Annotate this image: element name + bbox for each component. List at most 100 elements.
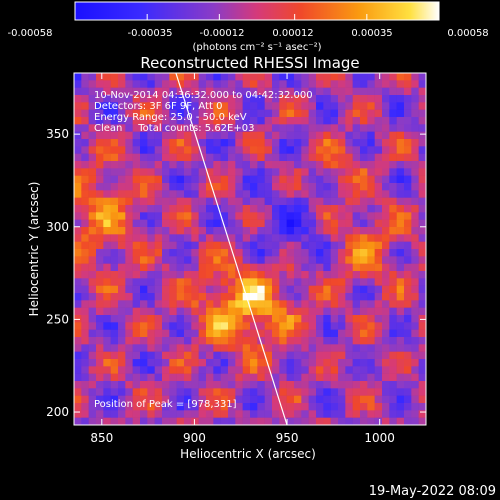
heatmap-cell xyxy=(140,80,148,88)
heatmap-cell xyxy=(169,366,177,374)
heatmap-cell xyxy=(176,271,185,279)
heatmap-cell xyxy=(360,373,368,382)
heatmap-cell xyxy=(360,344,368,352)
heatmap-cell xyxy=(140,322,148,330)
heatmap-cell xyxy=(330,95,339,103)
heatmap-cell xyxy=(198,117,207,125)
heatmap-cell xyxy=(162,146,170,154)
heatmap-cell xyxy=(411,80,419,88)
heatmap-cell xyxy=(396,271,405,279)
heatmap-cell xyxy=(96,168,104,176)
heatmap-cell xyxy=(338,256,346,264)
heatmap-cell xyxy=(286,219,295,228)
heatmap-cell xyxy=(286,183,295,191)
heatmap-cell xyxy=(272,410,280,418)
heatmap-cell xyxy=(191,73,199,81)
heatmap-cell xyxy=(352,307,361,316)
heatmap-cell xyxy=(169,102,177,110)
heatmap-cell xyxy=(118,139,126,147)
heatmap-cell xyxy=(140,131,148,140)
heatmap-cell xyxy=(301,197,309,206)
heatmap-cell xyxy=(125,80,133,88)
heatmap-cell xyxy=(88,388,97,396)
heatmap-cell xyxy=(367,131,375,140)
heatmap-cell xyxy=(228,117,236,125)
heatmap-cell xyxy=(389,366,397,374)
heatmap-cell xyxy=(110,161,119,169)
heatmap-cell xyxy=(88,263,97,272)
heatmap-cell xyxy=(374,344,383,352)
heatmap-cell xyxy=(103,227,111,235)
heatmap-cell xyxy=(418,300,426,308)
heatmap-cell xyxy=(213,212,221,220)
heatmap-cell xyxy=(235,263,243,272)
heatmap-cell xyxy=(169,381,177,389)
heatmap-cell xyxy=(74,256,82,264)
heatmap-cell xyxy=(418,263,426,272)
heatmap-cell xyxy=(418,249,426,257)
heatmap-cell xyxy=(301,278,309,286)
heatmap-cell xyxy=(176,183,185,191)
heatmap-cell xyxy=(301,373,309,382)
heatmap-cell xyxy=(140,381,148,389)
heatmap-cell xyxy=(125,219,133,228)
heatmap-cell xyxy=(404,87,412,96)
heatmap-cell xyxy=(169,307,177,316)
heatmap-cell xyxy=(389,124,397,132)
heatmap-cell xyxy=(242,381,251,389)
heatmap-cell xyxy=(191,205,199,213)
heatmap-cell xyxy=(308,95,317,103)
heatmap-cell xyxy=(132,300,141,308)
heatmap-cell xyxy=(286,351,295,360)
heatmap-cell xyxy=(374,381,383,389)
heatmap-cell xyxy=(316,366,324,374)
heatmap-cell xyxy=(272,300,280,308)
heatmap-cell xyxy=(352,117,361,125)
heatmap-cell xyxy=(360,285,368,294)
heatmap-cell xyxy=(308,278,317,286)
heatmap-cell xyxy=(330,102,339,110)
heatmap-cell xyxy=(81,271,89,279)
heatmap-cell xyxy=(169,344,177,352)
heatmap-cell xyxy=(81,307,89,316)
heatmap-cell xyxy=(374,175,383,184)
heatmap-cell xyxy=(96,403,104,411)
heatmap-cell xyxy=(88,139,97,147)
heatmap-cell xyxy=(242,227,251,235)
heatmap-cell xyxy=(316,139,324,147)
heatmap-cell xyxy=(88,205,97,213)
heatmap-cell xyxy=(316,293,324,301)
heatmap-cell xyxy=(213,256,221,264)
heatmap-cell xyxy=(264,102,273,110)
heatmap-cell xyxy=(382,403,390,411)
heatmap-cell xyxy=(184,329,192,338)
heatmap-cell xyxy=(323,117,331,125)
heatmap-cell xyxy=(74,124,82,132)
heatmap-cell xyxy=(338,381,346,389)
heatmap-cell xyxy=(96,234,104,242)
heatmap-cell xyxy=(162,234,170,242)
heatmap-cell xyxy=(316,205,324,213)
heatmap-cell xyxy=(88,278,97,286)
heatmap-cell xyxy=(147,285,155,294)
heatmap-cell xyxy=(352,344,361,352)
heatmap-cell xyxy=(118,190,126,198)
heatmap-cell xyxy=(360,197,368,206)
heatmap-cell xyxy=(118,131,126,140)
heatmap-cell xyxy=(176,373,185,382)
heatmap-cell xyxy=(250,256,258,264)
heatmap-cell xyxy=(220,300,229,308)
heatmap-cell xyxy=(250,161,258,169)
heatmap-cell xyxy=(411,322,419,330)
heatmap-cell xyxy=(118,322,126,330)
heatmap-cell xyxy=(418,168,426,176)
heatmap-cell xyxy=(191,263,199,272)
heatmap-cell xyxy=(382,205,390,213)
heatmap-cell xyxy=(198,395,207,404)
heatmap-cell xyxy=(360,410,368,418)
heatmap-cell xyxy=(250,344,258,352)
heatmap-cell xyxy=(140,219,148,228)
heatmap-cell xyxy=(374,73,383,81)
heatmap-cell xyxy=(118,87,126,96)
